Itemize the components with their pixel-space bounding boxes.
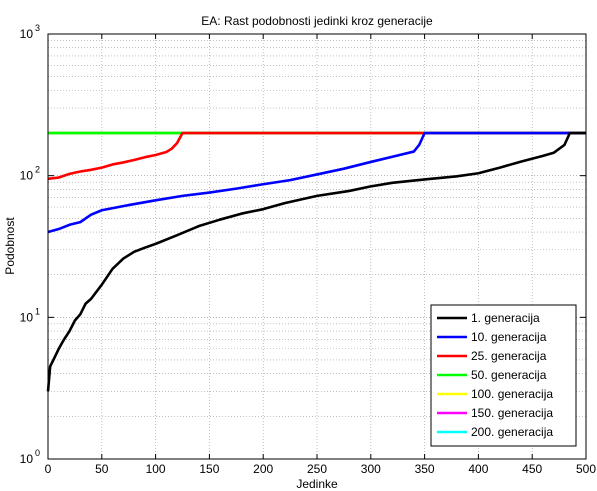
legend-label: 50. generacija bbox=[471, 368, 547, 382]
y-tick-label: 10 bbox=[20, 310, 34, 324]
y-tick-exponent: 0 bbox=[35, 448, 40, 458]
legend-label: 25. generacija bbox=[471, 349, 547, 363]
x-tick-label: 400 bbox=[468, 462, 488, 476]
x-tick-label: 250 bbox=[307, 462, 327, 476]
chart-title: EA: Rast podobnosti jedinki kroz generac… bbox=[201, 14, 433, 28]
y-tick-label: 10 bbox=[20, 169, 34, 183]
x-tick-label: 450 bbox=[522, 462, 542, 476]
series-line bbox=[47, 131, 586, 234]
legend-label: 200. generacija bbox=[471, 425, 553, 439]
y-axis-label: Podobnost bbox=[3, 217, 17, 275]
legend-label: 150. generacija bbox=[471, 406, 553, 420]
legend-label: 1. generacija bbox=[471, 311, 540, 325]
legend-label: 10. generacija bbox=[471, 330, 547, 344]
y-tick-exponent: 2 bbox=[35, 165, 40, 175]
y-tick-label: 10 bbox=[20, 27, 34, 41]
x-tick-label: 300 bbox=[361, 462, 381, 476]
x-tick-label: 100 bbox=[146, 462, 166, 476]
series-line bbox=[46, 131, 586, 392]
legend: 1. generacija 10. generacija 25. generacij… bbox=[430, 304, 577, 447]
series-line bbox=[47, 131, 586, 181]
y-tick-label: 10 bbox=[20, 452, 34, 466]
x-tick-label: 350 bbox=[415, 462, 435, 476]
legend-label: 100. generacija bbox=[471, 387, 553, 401]
y-tick-exponent: 1 bbox=[35, 306, 40, 316]
x-tick-label: 50 bbox=[95, 462, 109, 476]
x-axis-ticks: 0 50 100 150 200 250 300 350 400 450 500 bbox=[45, 34, 596, 476]
plot-lines bbox=[46, 131, 586, 392]
x-tick-label: 0 bbox=[45, 462, 52, 476]
x-tick-label: 150 bbox=[199, 462, 219, 476]
x-axis-label: Jedinke bbox=[296, 477, 338, 491]
y-tick-exponent: 3 bbox=[35, 23, 40, 33]
x-tick-label: 200 bbox=[253, 462, 273, 476]
x-tick-label: 500 bbox=[576, 462, 596, 476]
